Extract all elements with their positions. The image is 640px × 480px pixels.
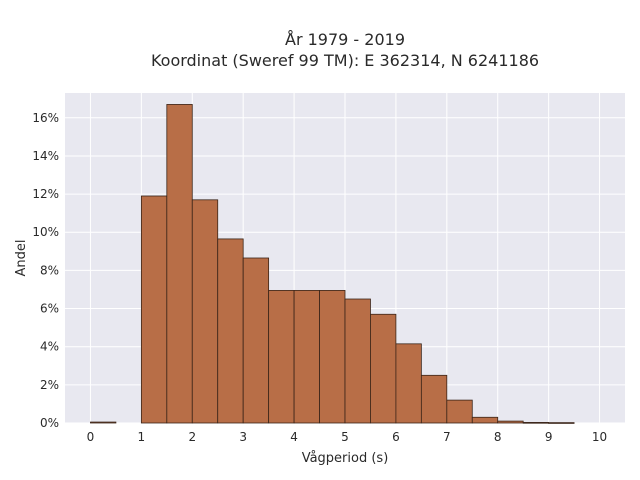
histogram-bar-11 [370,313,397,424]
histogram-bar-17 [522,422,550,424]
x-tick-label-8: 8 [494,430,502,444]
y-tick-label-1: 2% [40,378,59,392]
x-axis-label: Vågperiod (s) [302,451,389,466]
histogram-bar-9 [319,290,346,424]
histogram-bar-4 [191,199,219,424]
histogram-bar-3 [166,104,193,424]
x-tick-label-3: 3 [239,430,247,444]
y-axis-ticks: 0% 2% 4% 6% 8% 10% 12% 14% 16% [32,111,59,430]
y-axis-label: Andel [14,240,29,277]
x-tick-label-1: 1 [138,430,146,444]
histogram-bar-7 [268,290,295,424]
y-tick-label-0: 0% [40,416,59,430]
y-tick-label-4: 8% [40,263,59,277]
histogram-bar-14 [446,399,473,424]
histogram-bar-5 [217,238,244,424]
histogram-bar-15 [471,416,499,424]
y-tick-label-2: 4% [40,340,59,354]
y-tick-label-7: 14% [32,149,59,163]
y-tick-label-6: 12% [32,187,59,201]
chart-title-line2: Koordinat (Sweref 99 TM): E 362314, N 62… [151,51,539,70]
x-tick-label-10: 10 [592,430,607,444]
x-tick-label-7: 7 [443,430,451,444]
x-tick-label-5: 5 [341,430,349,444]
histogram-bar-16 [497,420,524,424]
y-tick-label-3: 6% [40,302,59,316]
histogram-bar-2 [140,195,168,424]
y-tick-label-5: 10% [32,225,59,239]
y-tick-label-8: 16% [32,111,59,125]
x-tick-label-4: 4 [290,430,298,444]
x-axis-ticks: 0 1 2 3 4 5 6 7 8 9 10 [87,430,608,444]
histogram-bar-6 [242,257,270,424]
histogram-bar-13 [420,374,448,424]
histogram-bar-12 [395,343,422,424]
histogram-bar-18 [548,422,575,424]
x-tick-label-0: 0 [87,430,95,444]
x-tick-label-9: 9 [545,430,553,444]
x-tick-label-2: 2 [188,430,196,444]
histogram-bar-0 [90,421,117,424]
chart-title-line1: År 1979 - 2019 [285,30,405,49]
histogram-bars [90,104,575,424]
histogram-bar-8 [293,290,320,424]
x-tick-label-6: 6 [392,430,400,444]
histogram-bar-10 [344,298,371,424]
